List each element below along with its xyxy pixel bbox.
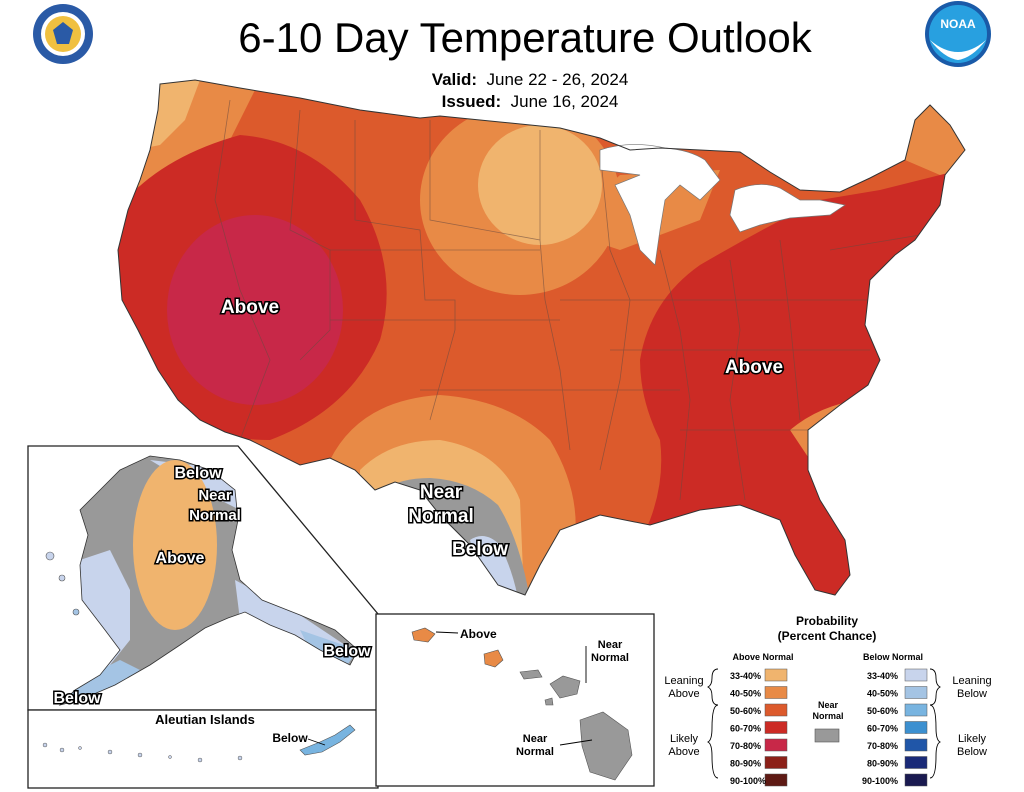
svg-text:NOAA: NOAA: [940, 17, 976, 31]
valid-label: Valid:: [431, 70, 478, 89]
label-hi-near-north-2: Normal: [591, 652, 629, 664]
label-texas-below: Below: [452, 539, 508, 560]
noaa-logo-icon: NOAA: [925, 1, 991, 67]
alaska-inset: Below Near Normal Above Below Below: [27, 445, 379, 711]
hawaii-inset: Above Near Normal Near Normal: [375, 613, 655, 787]
legend-below-swatch-0: [904, 668, 928, 682]
legend-below-label-2: 50-60%: [867, 706, 898, 716]
legend-near-normal-swatch: [814, 728, 840, 743]
label-conus-west: Above: [221, 297, 279, 318]
legend-likely-above-2: Above: [668, 746, 699, 758]
legend-above-label-0: 33-40%: [730, 671, 761, 681]
issued-label: Issued:: [441, 92, 502, 111]
legend-below-swatch-6: [904, 773, 928, 787]
label-hi-near-south-1: Near: [523, 733, 548, 745]
label-ak-below-southwest: Below: [53, 690, 101, 707]
commerce-seal-icon: [33, 4, 93, 64]
legend-below-label-4: 70-80%: [867, 741, 898, 751]
legend-above-label-6: 90-100%: [730, 776, 766, 786]
legend-below-label-0: 33-40%: [867, 671, 898, 681]
legend-leaning-above-1: Leaning: [664, 675, 703, 687]
legend-below-swatch-4: [904, 738, 928, 752]
legend-above-swatch-0: [764, 668, 788, 682]
label-ak-below-southeast: Below: [323, 643, 371, 660]
legend-below-swatch-5: [904, 756, 928, 769]
legend-below-label-3: 60-70%: [867, 724, 898, 734]
probability-legend: Probability (Percent Chance) Above Norma…: [664, 614, 992, 787]
label-texas-near-1: Near: [420, 482, 463, 503]
legend-above-label-1: 40-50%: [730, 689, 761, 699]
page-title: 6-10 Day Temperature Outlook: [238, 14, 812, 61]
legend-below-swatch-3: [904, 721, 928, 734]
legend-likely-above-1: Likely: [670, 733, 699, 745]
legend-above-swatch-2: [764, 703, 788, 717]
label-hi-above: Above: [460, 627, 497, 641]
valid-dates: Valid: June 22 - 26, 2024: [350, 70, 710, 90]
label-ak-above: Above: [156, 550, 205, 567]
legend-above-header: Above Normal: [732, 652, 793, 662]
legend-below-label-6: 90-100%: [862, 776, 898, 786]
label-hi-near-south-2: Normal: [516, 746, 554, 758]
legend-near-normal-2: Normal: [812, 711, 843, 721]
label-ak-near-1: Near: [198, 487, 232, 504]
legend-above-swatch-4: [764, 738, 788, 752]
legend-below-header: Below Normal: [863, 652, 923, 662]
legend-leaning-above-2: Above: [668, 688, 699, 700]
legend-title-1: Probability: [796, 614, 858, 628]
legend-near-normal-1: Near: [818, 700, 839, 710]
label-conus-east: Above: [725, 357, 783, 378]
legend-above-swatch-6: [764, 773, 788, 787]
legend-likely-below-1: Likely: [958, 733, 987, 745]
legend-above-swatch-3: [764, 721, 788, 734]
label-texas-near-2: Normal: [408, 506, 473, 527]
legend-below-label-1: 40-50%: [867, 689, 898, 699]
label-ak-near-2: Normal: [189, 507, 241, 524]
legend-below-label-5: 80-90%: [867, 759, 898, 769]
legend-above-label-2: 50-60%: [730, 706, 761, 716]
aleutian-title: Aleutian Islands: [155, 712, 255, 727]
legend-below-swatch-2: [904, 703, 928, 717]
valid-value: June 22 - 26, 2024: [486, 70, 629, 89]
aleutian-inset: Aleutian Islands Below: [27, 709, 379, 789]
issued-date: Issued: June 16, 2024: [350, 92, 710, 112]
legend-above-swatch-1: [764, 686, 788, 699]
label-ak-below-north: Below: [174, 465, 222, 482]
label-aleutian-below: Below: [272, 731, 308, 745]
legend-above-label-3: 60-70%: [730, 724, 761, 734]
legend-above-label-5: 80-90%: [730, 759, 761, 769]
legend-below-swatch-1: [904, 686, 928, 699]
legend-leaning-below-2: Below: [957, 688, 987, 700]
legend-leaning-below-1: Leaning: [952, 675, 991, 687]
legend-likely-below-2: Below: [957, 746, 987, 758]
legend-above-swatch-5: [764, 756, 788, 769]
label-hi-near-north-1: Near: [598, 639, 623, 651]
issued-value: June 16, 2024: [510, 92, 619, 111]
legend-title-2: (Percent Chance): [778, 629, 877, 643]
legend-above-label-4: 70-80%: [730, 741, 761, 751]
